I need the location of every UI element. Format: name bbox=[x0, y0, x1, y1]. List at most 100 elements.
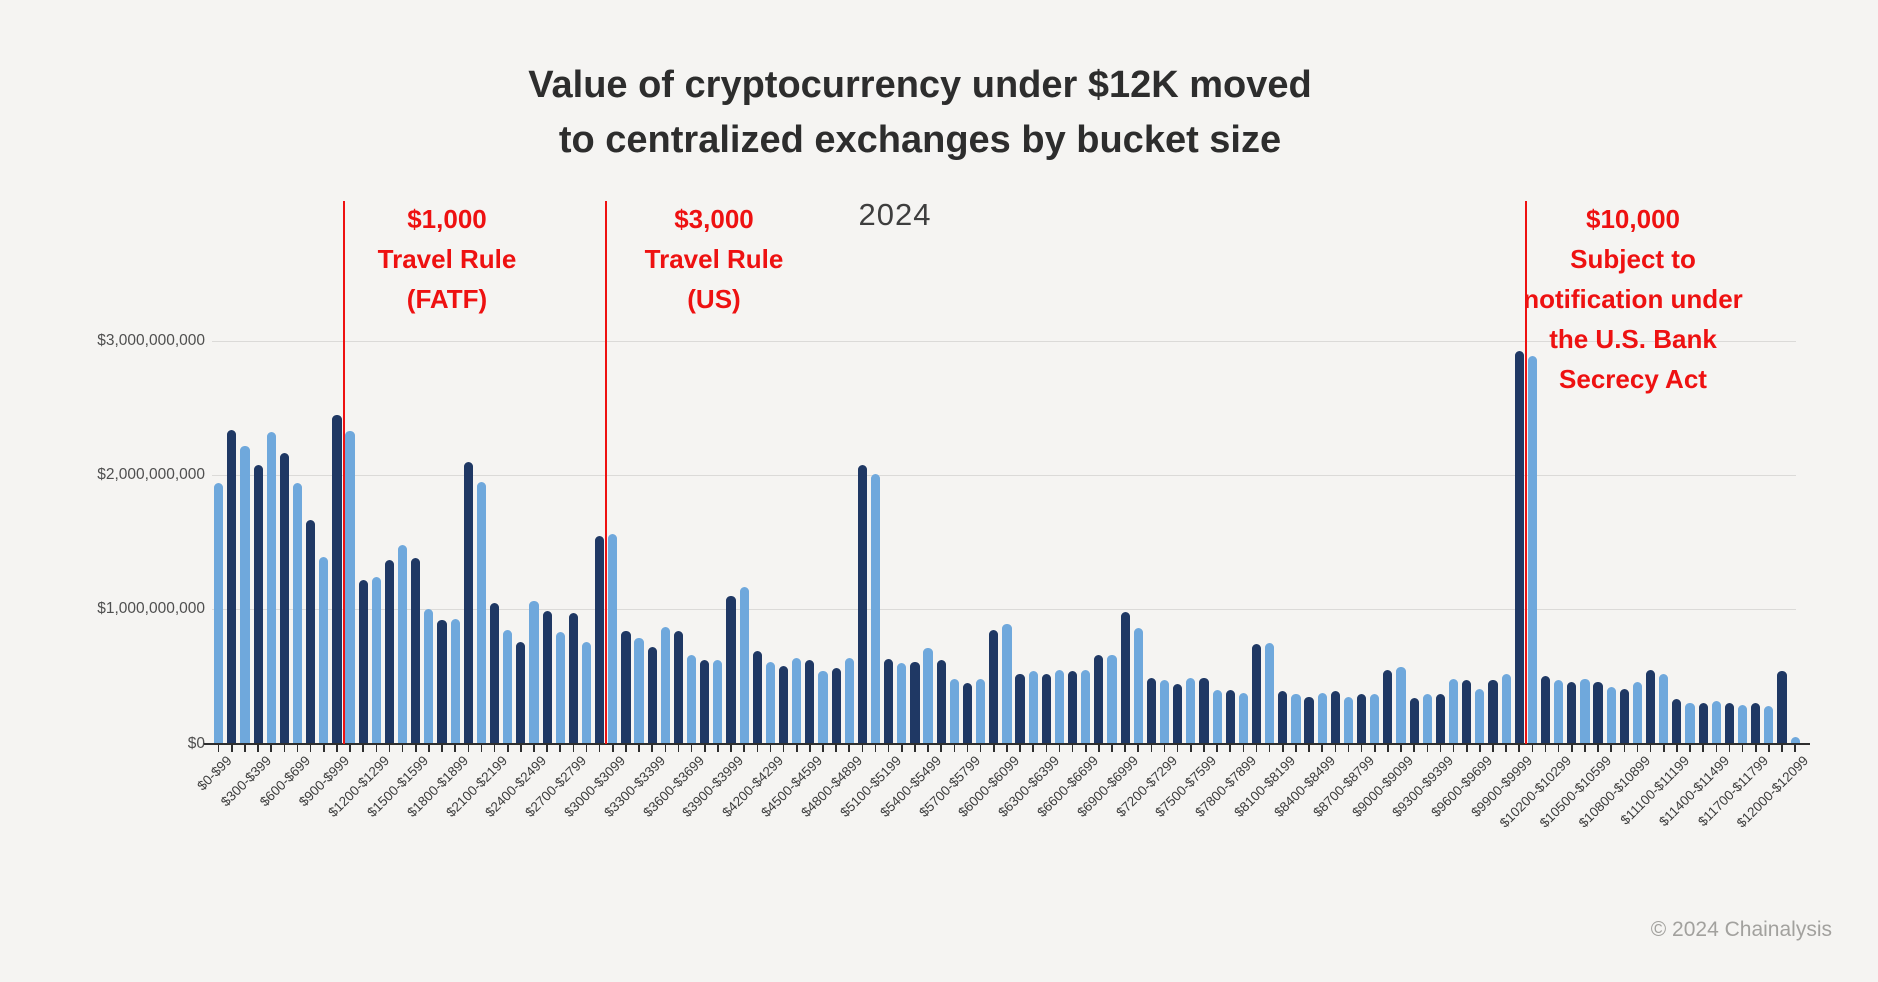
x-axis-tick bbox=[1465, 744, 1468, 752]
bar bbox=[1343, 696, 1354, 744]
x-axis-tick bbox=[349, 744, 351, 752]
copyright-text: © 2024 Chainalysis bbox=[1650, 918, 1832, 941]
x-axis-tick bbox=[1242, 744, 1245, 752]
x-axis-tick-label: $11100-$11199 bbox=[1617, 753, 1693, 828]
bar bbox=[503, 629, 513, 744]
x-axis-tick bbox=[1334, 744, 1337, 752]
x-axis-tick bbox=[651, 744, 653, 752]
bar bbox=[936, 660, 946, 744]
bar bbox=[529, 601, 539, 744]
bar bbox=[1698, 703, 1708, 744]
x-axis-tick bbox=[401, 744, 404, 752]
bar bbox=[398, 545, 408, 744]
bar bbox=[214, 483, 224, 744]
threshold-annotation-line: Travel Rule bbox=[644, 244, 784, 274]
bar bbox=[621, 630, 631, 744]
bar bbox=[778, 665, 789, 744]
x-axis-tick bbox=[533, 744, 535, 752]
threshold-annotation-line: Travel Rule bbox=[377, 244, 517, 274]
threshold-annotation-line: $1,000 bbox=[407, 204, 487, 234]
bar bbox=[1737, 704, 1748, 744]
x-axis-tick bbox=[1321, 744, 1323, 752]
bar bbox=[1764, 705, 1774, 744]
bar bbox=[687, 654, 697, 744]
x-axis-tick bbox=[1111, 744, 1113, 752]
y-axis-tick-label: $2,000,000,000 bbox=[97, 466, 205, 484]
x-axis-tick bbox=[283, 744, 286, 752]
gridline bbox=[212, 475, 1796, 477]
x-axis-tick bbox=[1163, 744, 1166, 752]
x-axis-tick bbox=[1768, 744, 1770, 752]
threshold-annotation-line: notification under bbox=[1523, 284, 1743, 314]
x-axis-tick bbox=[428, 744, 430, 752]
x-axis-tick bbox=[1584, 744, 1586, 752]
x-axis-tick bbox=[1623, 744, 1626, 752]
bar bbox=[1068, 671, 1078, 744]
threshold-annotation: $10,000 Subject to notification under the U… bbox=[1523, 199, 1743, 399]
threshold-annotation: $1,000 Travel Rule (FATF) bbox=[378, 199, 517, 319]
x-axis-tick bbox=[441, 744, 443, 752]
x-axis-tick bbox=[730, 744, 732, 752]
x-axis-tick bbox=[1006, 744, 1008, 752]
bar bbox=[1370, 693, 1380, 744]
bar bbox=[1462, 680, 1472, 744]
bar bbox=[384, 559, 395, 744]
bar bbox=[1632, 681, 1643, 744]
x-axis-tick bbox=[848, 744, 851, 752]
x-axis-tick bbox=[1255, 744, 1258, 752]
bar bbox=[962, 683, 973, 744]
bar bbox=[765, 661, 776, 744]
bar bbox=[1291, 693, 1301, 744]
bar bbox=[1251, 644, 1262, 744]
x-axis-tick bbox=[1479, 744, 1481, 752]
x-axis-tick bbox=[1557, 744, 1560, 752]
bar bbox=[634, 637, 644, 744]
x-axis-tick bbox=[769, 744, 772, 752]
x-axis-tick bbox=[375, 744, 378, 752]
x-axis-tick bbox=[887, 744, 890, 752]
x-axis-tick bbox=[953, 744, 956, 752]
y-axis-tick-label: $0 bbox=[187, 734, 205, 752]
threshold-annotation: $3,000 Travel Rule (US) bbox=[645, 199, 784, 319]
bar bbox=[1646, 669, 1656, 744]
bar bbox=[1711, 700, 1721, 744]
x-axis-tick bbox=[585, 744, 588, 752]
x-axis-tick bbox=[717, 744, 719, 752]
bar bbox=[1330, 691, 1340, 744]
bar bbox=[1107, 654, 1117, 744]
x-axis-tick bbox=[1505, 744, 1507, 752]
x-axis-tick bbox=[940, 744, 943, 752]
x-axis-tick bbox=[822, 744, 824, 752]
bar bbox=[1501, 673, 1511, 744]
bar bbox=[1751, 703, 1761, 744]
threshold-annotation-line: $3,000 bbox=[674, 204, 754, 234]
x-axis-tick bbox=[1636, 744, 1639, 752]
bar bbox=[1015, 673, 1025, 744]
bar bbox=[1672, 699, 1682, 744]
x-axis-tick bbox=[244, 744, 246, 752]
bar bbox=[411, 558, 421, 744]
x-axis-tick bbox=[1597, 744, 1599, 752]
x-axis-tick bbox=[1728, 744, 1731, 752]
x-axis-tick bbox=[664, 744, 667, 752]
x-axis-tick bbox=[1439, 744, 1442, 752]
threshold-annotation-line: (US) bbox=[687, 284, 741, 314]
x-axis-tick-label: $11400-$11499 bbox=[1655, 753, 1732, 830]
x-axis-tick bbox=[1190, 744, 1192, 752]
bar bbox=[1186, 677, 1196, 744]
x-axis-tick bbox=[1781, 744, 1783, 752]
bar bbox=[752, 650, 762, 744]
y-axis-tick-label: $3,000,000,000 bbox=[97, 332, 205, 350]
x-axis-tick bbox=[270, 744, 273, 752]
x-axis-tick bbox=[1216, 744, 1218, 752]
x-axis-tick bbox=[1571, 744, 1573, 752]
x-axis-tick bbox=[467, 744, 470, 752]
x-axis-tick bbox=[1229, 744, 1232, 752]
x-axis-tick-label: $12000-$12099 bbox=[1733, 753, 1811, 831]
bar bbox=[870, 473, 881, 744]
x-axis-tick bbox=[1203, 744, 1205, 752]
x-axis-tick bbox=[1426, 744, 1429, 752]
bar bbox=[568, 613, 578, 744]
x-axis-tick bbox=[677, 744, 680, 752]
threshold-annotation-line: Subject to bbox=[1570, 244, 1696, 274]
